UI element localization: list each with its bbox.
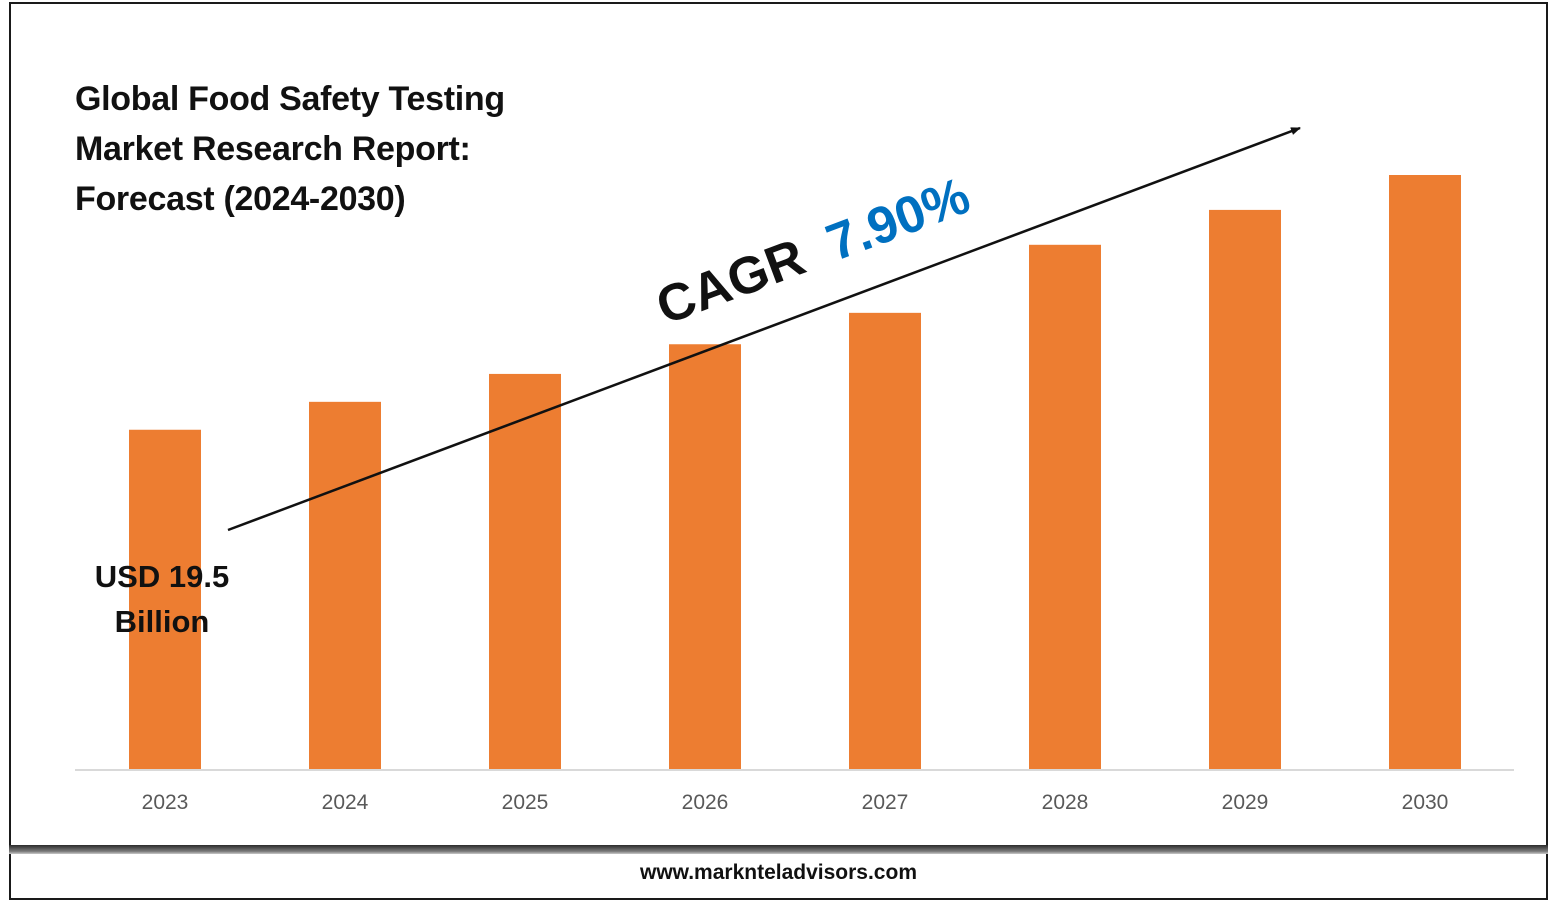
x-tick-label-2030: 2030 [1402, 791, 1449, 814]
x-tick-label-2025: 2025 [502, 791, 549, 814]
x-tick-label-2024: 2024 [322, 791, 369, 814]
bar-series [129, 175, 1461, 771]
x-tick-label-2027: 2027 [862, 791, 909, 814]
footer-divider [9, 845, 1548, 854]
x-tick-label-2028: 2028 [1042, 791, 1089, 814]
chart-title-line-2: Market Research Report: [75, 130, 471, 168]
data-label-2023-line-2: Billion [115, 604, 210, 639]
bar-2023 [129, 429, 201, 770]
x-axis-ticks: 2023 2024 2025 2026 2027 2028 2029 2030 [142, 791, 1449, 814]
bar-2028 [1029, 244, 1101, 770]
bar-2030 [1389, 175, 1461, 770]
chart-title-line-3: Forecast (2024-2030) [75, 180, 406, 218]
chart-panel [9, 2, 1548, 847]
x-tick-label-2029: 2029 [1222, 791, 1269, 814]
data-label-2023-line-1: USD 19.5 [95, 559, 229, 594]
x-tick-label-2026: 2026 [682, 791, 729, 814]
x-tick-label-2023: 2023 [142, 791, 189, 814]
bar-2024 [309, 401, 381, 770]
bar-2027 [849, 312, 921, 770]
bar-2029 [1209, 209, 1281, 771]
bar-2025 [489, 373, 561, 770]
trend-arrow [227, 126, 1301, 532]
chart-title-line-1: Global Food Safety Testing [75, 80, 505, 118]
chart-title: Global Food Safety Testing Market Resear… [75, 74, 595, 224]
bar-2026 [669, 344, 741, 770]
footer-url[interactable]: www.marknteladvisors.com [640, 861, 917, 884]
